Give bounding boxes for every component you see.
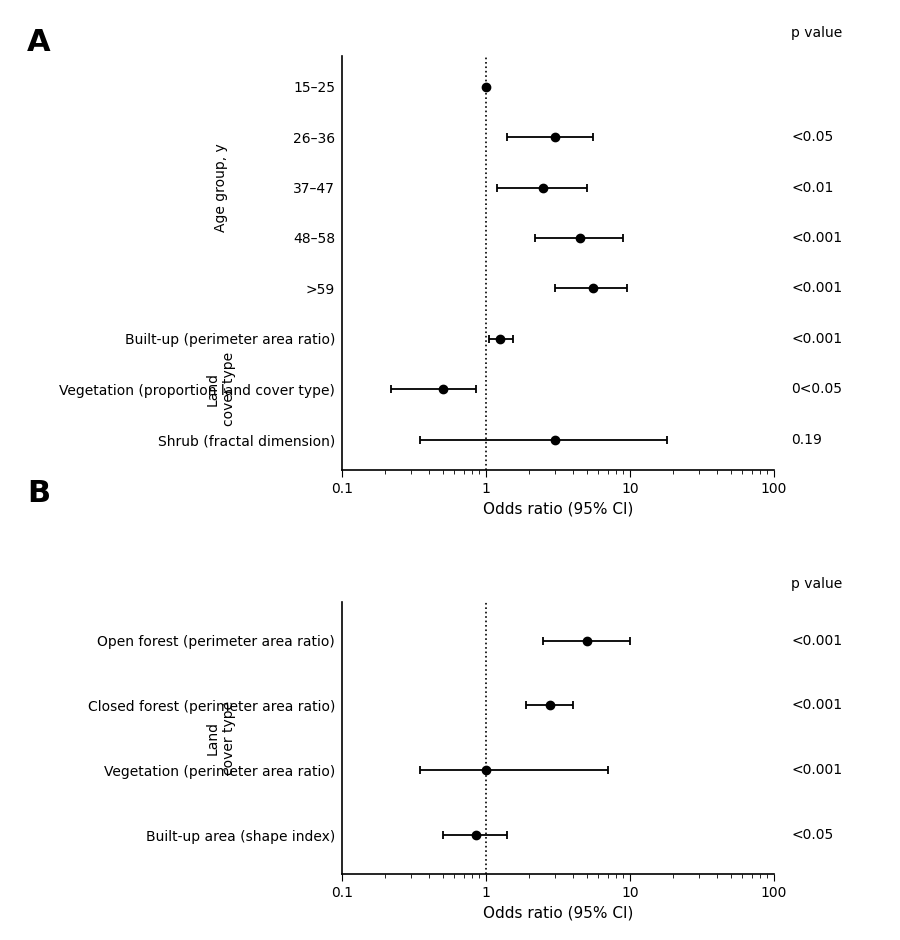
- Text: p value: p value: [791, 577, 842, 590]
- Text: p value: p value: [791, 26, 842, 39]
- X-axis label: Odds ratio (95% CI): Odds ratio (95% CI): [482, 905, 634, 920]
- Text: <0.001: <0.001: [791, 763, 842, 777]
- Text: Land
cover type: Land cover type: [206, 701, 236, 775]
- Text: <0.001: <0.001: [791, 634, 842, 648]
- Text: Age group, y: Age group, y: [214, 143, 228, 232]
- Text: <0.001: <0.001: [791, 281, 842, 295]
- Text: <0.05: <0.05: [791, 130, 833, 144]
- Text: A: A: [27, 28, 50, 57]
- Text: <0.05: <0.05: [791, 828, 833, 842]
- Text: <0.001: <0.001: [791, 332, 842, 346]
- Text: <0.001: <0.001: [791, 231, 842, 245]
- Text: 0.19: 0.19: [791, 432, 823, 446]
- Text: Land
cover type: Land cover type: [206, 352, 236, 427]
- Text: B: B: [27, 479, 50, 509]
- Text: 0<0.05: 0<0.05: [791, 383, 842, 397]
- X-axis label: Odds ratio (95% CI): Odds ratio (95% CI): [482, 501, 634, 516]
- Text: <0.01: <0.01: [791, 180, 833, 195]
- Text: <0.001: <0.001: [791, 698, 842, 713]
